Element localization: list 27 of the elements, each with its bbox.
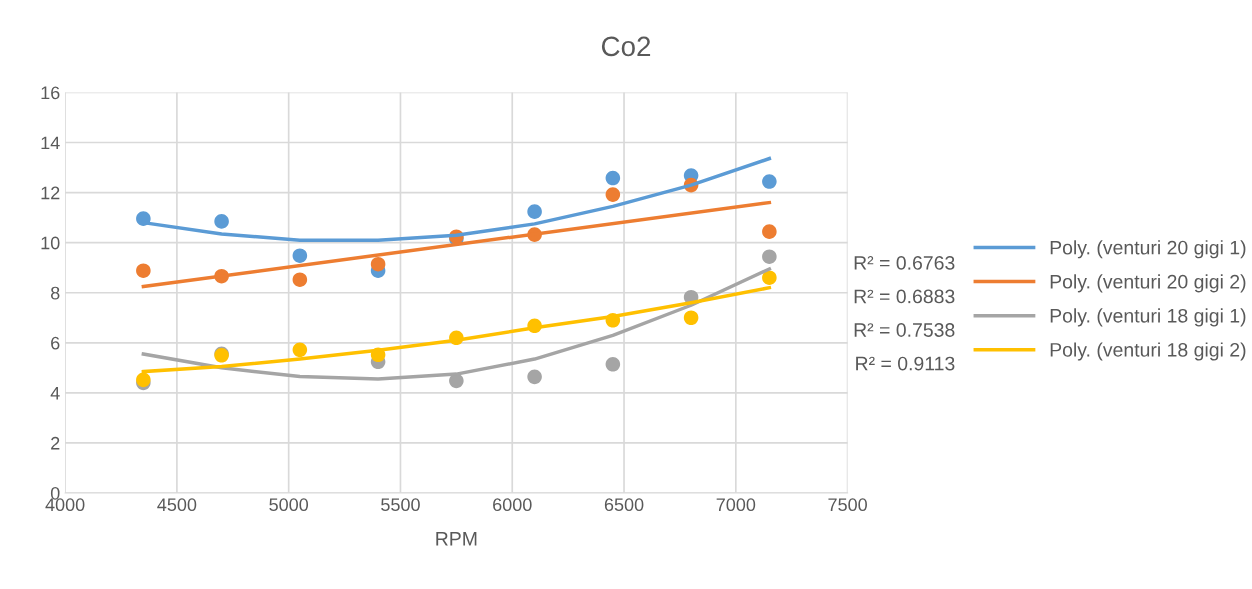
- legend-label: Poly. (venturi 18 gigi 1): [1050, 308, 1246, 327]
- legend-label: Poly. (venturi 20 gigi 1): [1050, 240, 1246, 259]
- y-tick-label: 16: [41, 86, 60, 100]
- text: R² = 0.6883: [854, 289, 955, 304]
- x-axis-title: RPM: [436, 532, 477, 546]
- y-tick-label: 2: [51, 436, 60, 450]
- x-tick-label: 5500: [381, 498, 420, 512]
- x-tick-label: 6500: [604, 498, 644, 512]
- x-tick-label: 4500: [157, 498, 197, 512]
- y-tick-label: 4: [50, 386, 60, 400]
- text: R² = 0.6763: [854, 256, 955, 270]
- y-tick-label: 10: [41, 236, 60, 250]
- x-tick-label: 7500: [828, 498, 867, 512]
- legend-label: Poly. (venturi 18 gigi 2): [1050, 342, 1246, 361]
- y-tick-label: 6: [51, 336, 60, 350]
- x-tick-label: 4000: [45, 498, 85, 512]
- y-tick-label: 8: [50, 286, 60, 300]
- legend-label: Poly. (venturi 20 gigi 2): [1050, 274, 1246, 293]
- x-tick-label: 5000: [269, 498, 309, 512]
- x-tick-label: 6000: [493, 498, 532, 512]
- x-tick-label: 7000: [716, 498, 756, 512]
- text: R² = 0.7538: [854, 323, 955, 337]
- chart-title: Co2: [601, 36, 651, 57]
- text: R² = 0.9113: [856, 356, 955, 371]
- y-tick-label: 0: [50, 486, 60, 500]
- y-tick-label: 14: [41, 136, 60, 150]
- y-tick-label: 12: [41, 186, 60, 200]
